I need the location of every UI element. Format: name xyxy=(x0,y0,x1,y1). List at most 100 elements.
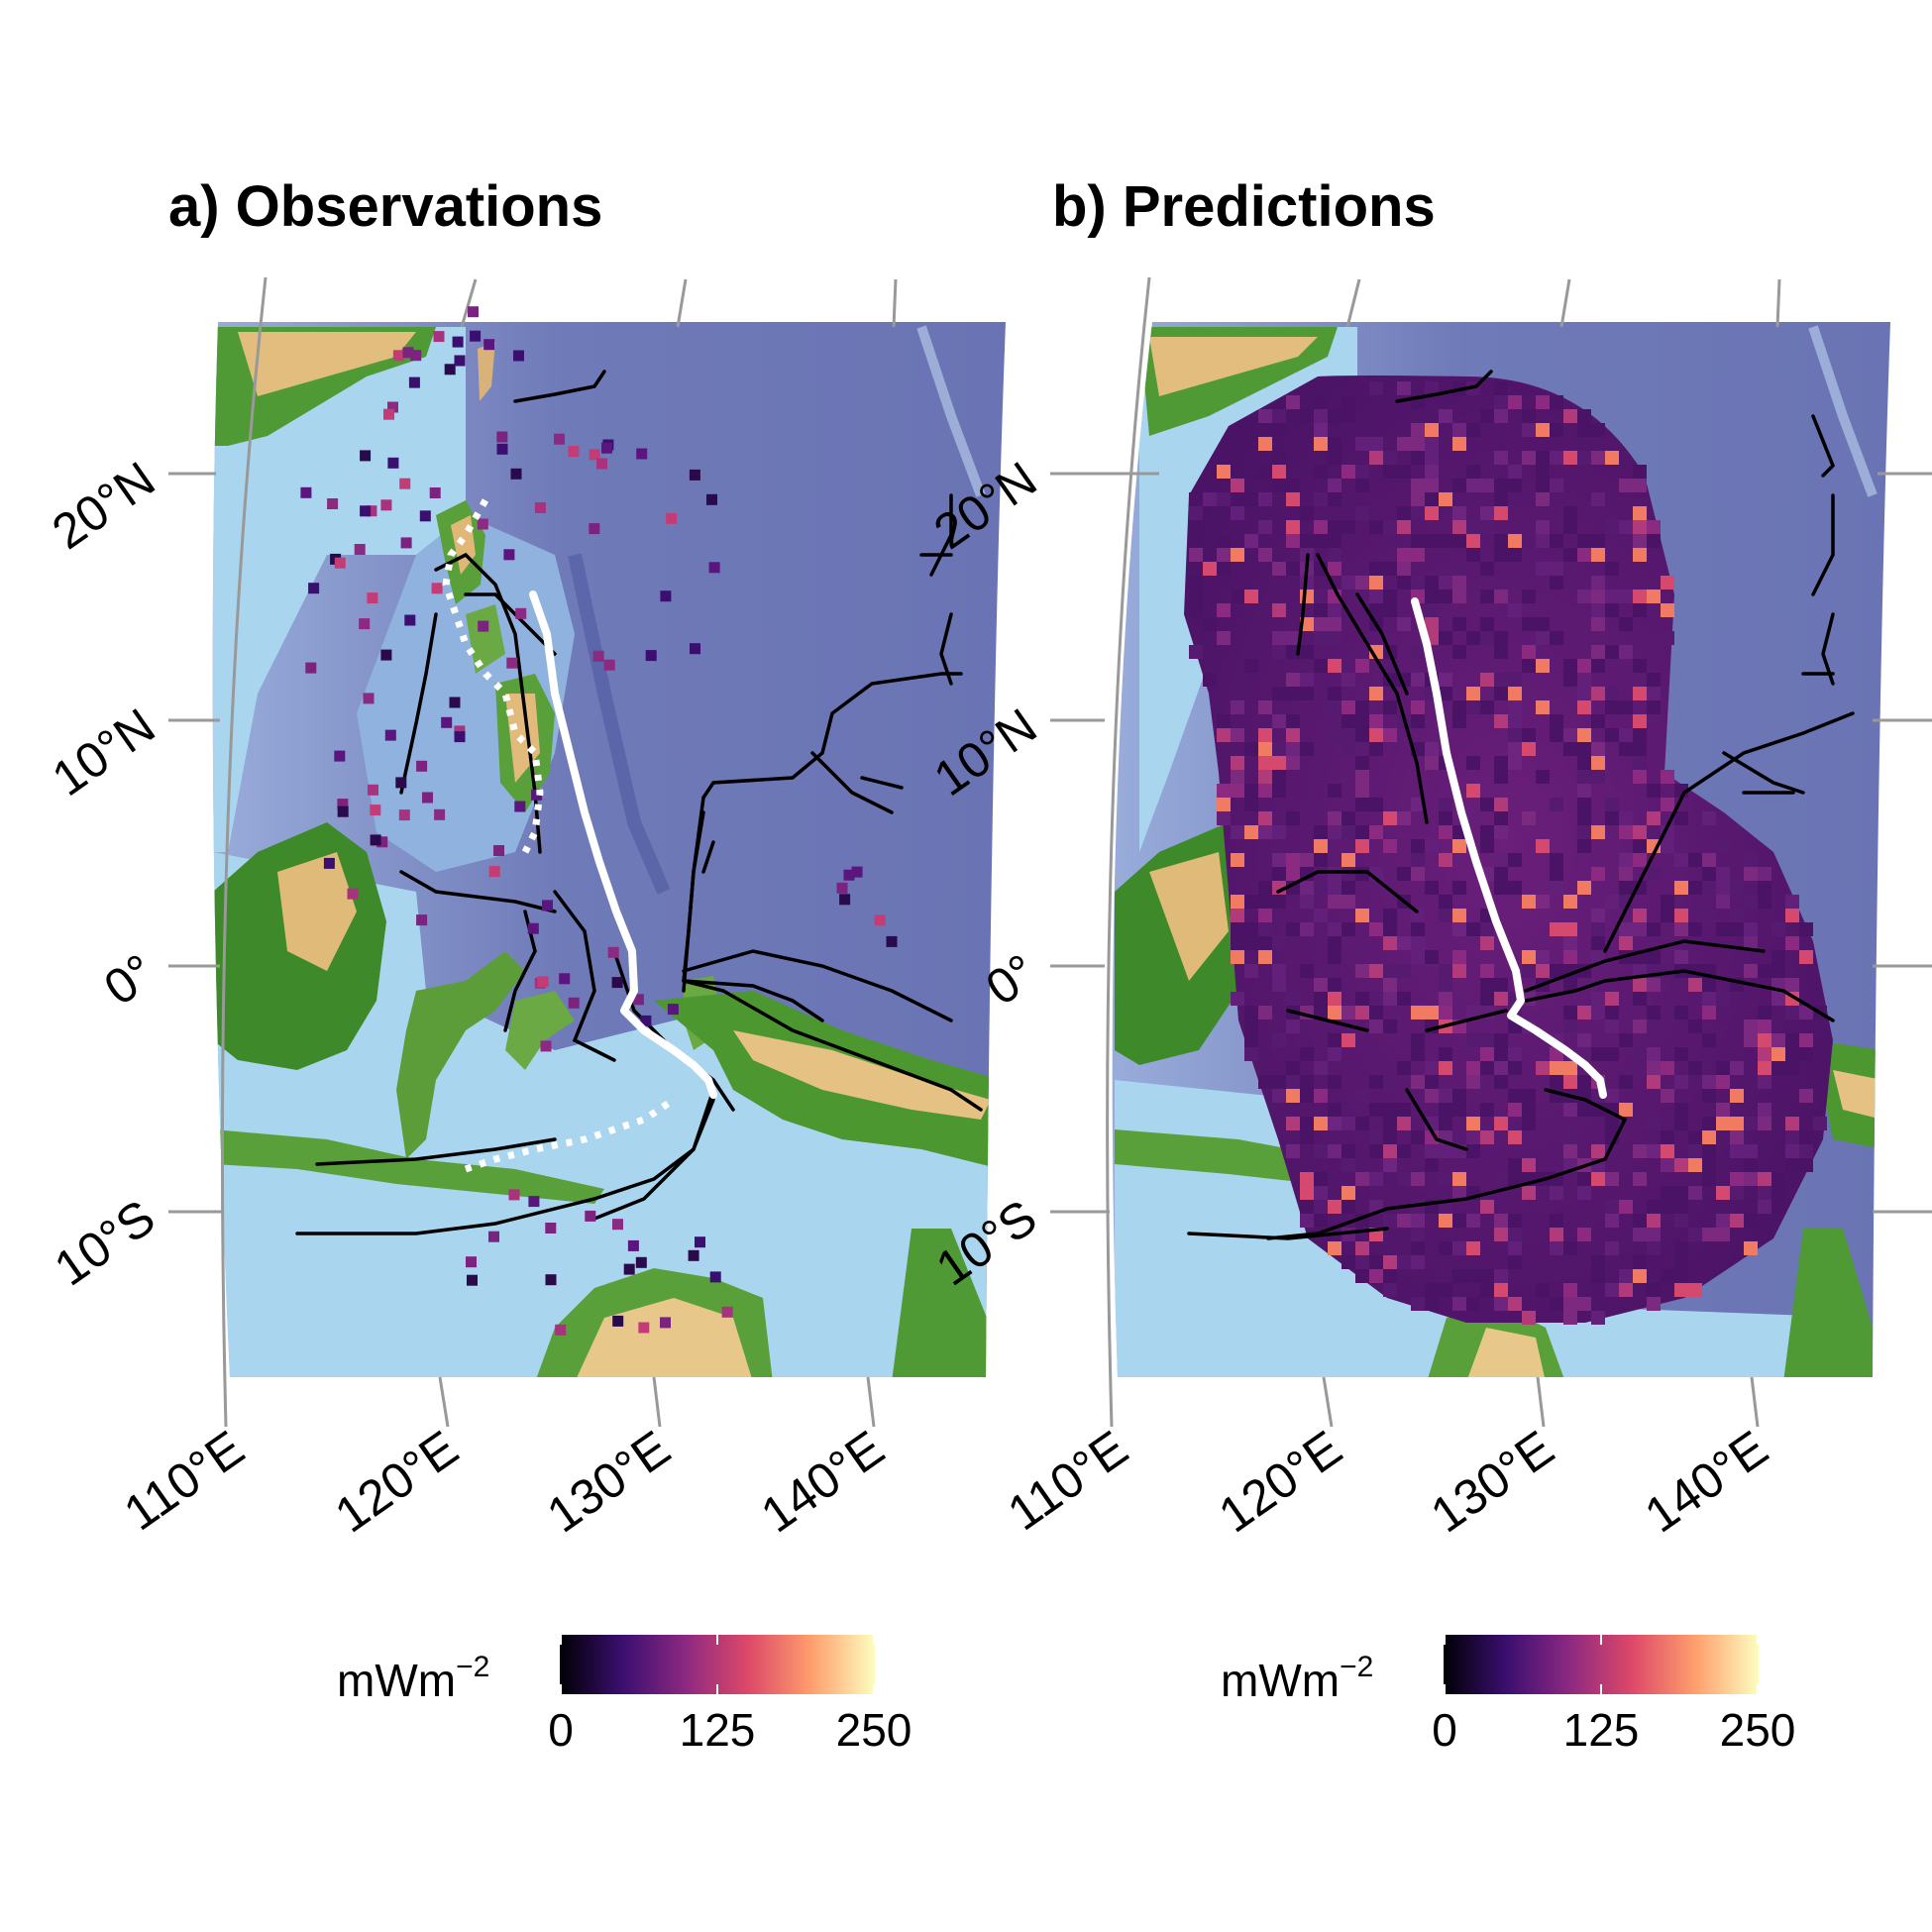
prediction-cell xyxy=(1661,1130,1674,1144)
prediction-cell xyxy=(1272,451,1286,465)
prediction-cell xyxy=(1563,922,1577,936)
prediction-cell xyxy=(1328,437,1342,451)
prediction-cell xyxy=(1508,742,1522,756)
prediction-cell xyxy=(1231,506,1244,520)
prediction-cell xyxy=(1647,1061,1661,1075)
prediction-cell xyxy=(1217,603,1231,617)
highland-asia xyxy=(1149,337,1318,396)
prediction-cell xyxy=(1494,673,1508,687)
prediction-cell xyxy=(1563,1020,1577,1033)
prediction-cell xyxy=(1688,1283,1702,1297)
prediction-cell xyxy=(1300,742,1314,756)
observation-point xyxy=(368,784,378,796)
prediction-cell xyxy=(1494,978,1508,992)
prediction-cell xyxy=(1591,659,1605,673)
prediction-cell xyxy=(1425,950,1439,964)
observation-point xyxy=(638,1322,650,1334)
prediction-cell xyxy=(1619,936,1633,950)
prediction-cell xyxy=(1342,714,1355,728)
colorbar-tick-125: 125 xyxy=(680,1704,756,1756)
prediction-cell xyxy=(1383,520,1397,534)
prediction-cell xyxy=(1716,922,1730,936)
prediction-cell xyxy=(1577,451,1591,465)
prediction-cell xyxy=(1661,603,1674,617)
prediction-cell xyxy=(1452,479,1466,492)
prediction-cell xyxy=(1577,590,1591,603)
prediction-cell xyxy=(1619,479,1633,492)
ridge-light xyxy=(916,325,986,497)
prediction-cell xyxy=(1383,964,1397,978)
prediction-cell xyxy=(1480,922,1494,936)
observation-point xyxy=(454,725,466,737)
prediction-cell xyxy=(1563,728,1577,742)
prediction-cell xyxy=(1452,714,1466,728)
prediction-cell xyxy=(1452,1214,1466,1228)
prediction-cell xyxy=(1508,548,1522,562)
prediction-cell xyxy=(1328,492,1342,506)
prediction-cell xyxy=(1563,1297,1577,1311)
prediction-cell xyxy=(1591,936,1605,950)
prediction-cell xyxy=(1452,964,1466,978)
prediction-cell xyxy=(1397,1172,1411,1186)
prediction-cell xyxy=(1411,909,1425,922)
prediction-cell xyxy=(1522,811,1536,825)
colorbar-tick-0: 0 xyxy=(1432,1704,1457,1756)
prediction-cell xyxy=(1771,1172,1785,1186)
prediction-cell xyxy=(1563,409,1577,423)
prediction-cell xyxy=(1716,1228,1730,1241)
prediction-cell xyxy=(1716,895,1730,909)
prediction-cell xyxy=(1203,673,1217,687)
prediction-cell xyxy=(1758,1020,1771,1033)
prediction-cell xyxy=(1314,1061,1328,1075)
prediction-cell xyxy=(1522,1089,1536,1103)
observation-point xyxy=(398,809,410,821)
prediction-cell xyxy=(1744,964,1758,978)
prediction-cell xyxy=(1674,1047,1688,1061)
prediction-cell xyxy=(1563,659,1577,673)
prediction-cell xyxy=(1300,409,1314,423)
prediction-cell xyxy=(1605,1172,1619,1186)
prediction-cell xyxy=(1231,770,1244,784)
prediction-cell xyxy=(1758,1103,1771,1117)
prediction-cell xyxy=(1730,1061,1744,1075)
prediction-cell xyxy=(1550,534,1563,548)
prediction-cell xyxy=(1244,895,1258,909)
prediction-cell xyxy=(1647,1297,1661,1311)
prediction-cell xyxy=(1383,1020,1397,1033)
prediction-cell xyxy=(1452,1186,1466,1200)
prediction-cell xyxy=(1647,687,1661,700)
prediction-cell xyxy=(1550,576,1563,590)
prediction-cell xyxy=(1633,909,1647,922)
observation-point xyxy=(337,805,349,817)
prediction-cell xyxy=(1563,506,1577,520)
prediction-cell xyxy=(1452,881,1466,895)
prediction-cell xyxy=(1383,1103,1397,1117)
prediction-cell xyxy=(1758,1075,1771,1089)
prediction-cell xyxy=(1674,1283,1688,1297)
prediction-cell xyxy=(1272,742,1286,756)
graticule xyxy=(1050,276,1932,1428)
prediction-cell xyxy=(1647,1283,1661,1297)
prediction-cell xyxy=(1231,479,1244,492)
colorbar: mWm−2 0 125 250 xyxy=(1221,1635,1795,1756)
prediction-cell xyxy=(1619,1033,1633,1047)
observation-point xyxy=(503,549,515,561)
prediction-cell xyxy=(1231,492,1244,506)
prediction-cell xyxy=(1342,922,1355,936)
prediction-cell xyxy=(1577,881,1591,895)
observation-point xyxy=(612,1219,623,1231)
prediction-cell xyxy=(1480,520,1494,534)
prediction-cell xyxy=(1633,1269,1647,1283)
prediction-cell xyxy=(1439,1283,1452,1297)
observation-point xyxy=(408,376,420,388)
prediction-cell xyxy=(1425,617,1439,631)
prediction-cell xyxy=(1730,1186,1744,1200)
prediction-cell xyxy=(1328,659,1342,673)
prediction-cell xyxy=(1536,534,1550,548)
prediction-cell xyxy=(1508,1214,1522,1228)
prediction-cell xyxy=(1342,811,1355,825)
prediction-cell xyxy=(1577,742,1591,756)
prediction-cell xyxy=(1355,659,1369,673)
prediction-cell xyxy=(1231,936,1244,950)
prediction-cell xyxy=(1480,798,1494,811)
